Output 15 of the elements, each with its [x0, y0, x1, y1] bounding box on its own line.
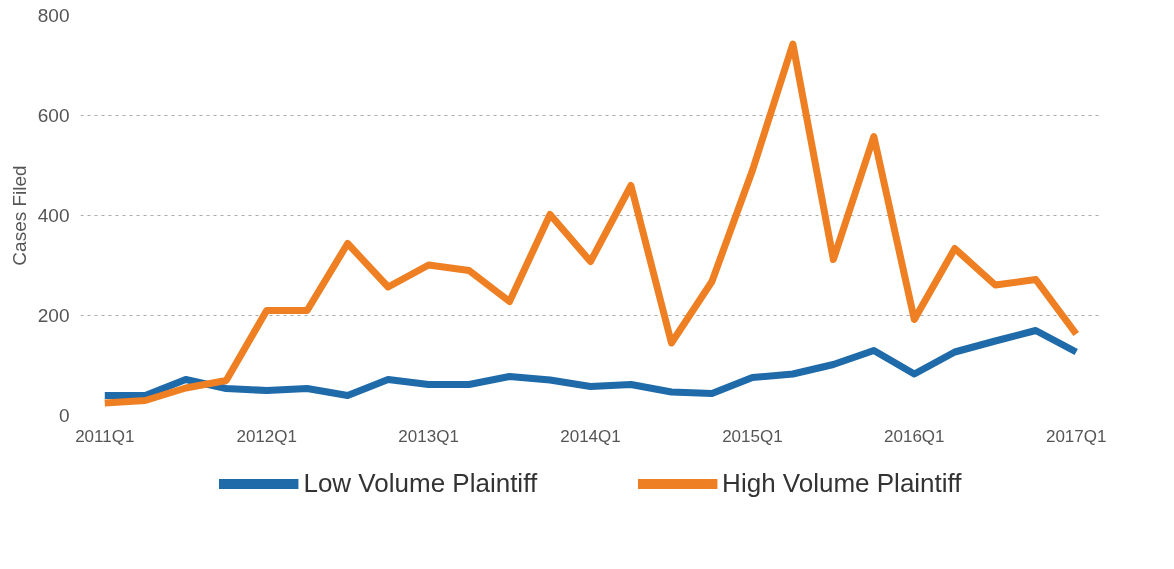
y-tick-label: 400 [37, 205, 70, 226]
y-axis-title: Cases Filed [8, 165, 30, 266]
x-tick-label: 2016Q1 [884, 426, 945, 446]
y-tick-label: 0 [58, 405, 70, 426]
legend-label: Low Volume Plaintiff [303, 467, 538, 499]
y-tick-label: 200 [37, 305, 70, 326]
y-tick-label: 600 [37, 105, 70, 126]
y-tick-label: 800 [37, 5, 70, 26]
x-tick-label: 2015Q1 [722, 426, 783, 446]
x-tick-label: 2017Q1 [1045, 426, 1107, 446]
x-tick-label: 2011Q1 [75, 426, 135, 446]
x-tick-label: 2014Q1 [560, 426, 621, 446]
legend-label: High Volume Plaintiff [722, 467, 962, 499]
x-tick-label: 2012Q1 [236, 426, 297, 446]
x-tick-label: 2013Q1 [398, 426, 459, 446]
